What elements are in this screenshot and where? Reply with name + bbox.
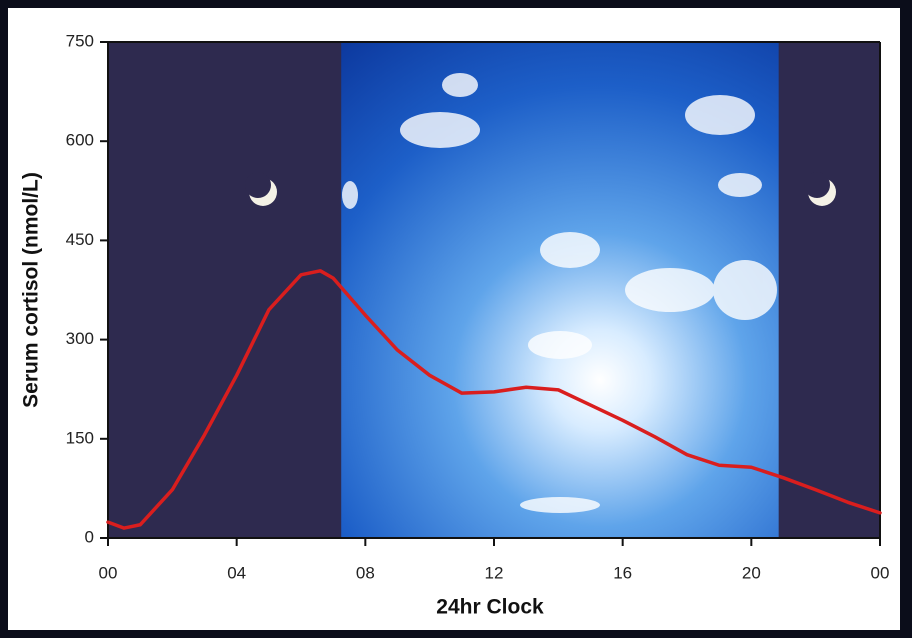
x-tick-label: 00 — [99, 563, 118, 582]
x-tick-label: 12 — [485, 563, 504, 582]
night-shade — [778, 42, 880, 538]
y-tick-label: 750 — [66, 31, 94, 50]
x-tick-label: 08 — [356, 563, 375, 582]
night-shade — [108, 42, 342, 538]
x-tick-label: 00 — [871, 563, 890, 582]
y-tick-label: 0 — [85, 527, 94, 546]
clouds — [342, 73, 777, 513]
y-tick-label: 600 — [66, 131, 94, 150]
x-tick-label: 16 — [613, 563, 632, 582]
moon-icon — [245, 172, 836, 206]
y-tick-label: 450 — [66, 230, 94, 249]
y-tick-label: 300 — [66, 329, 94, 348]
x-tick-label: 04 — [227, 563, 246, 582]
y-tick-label: 150 — [66, 428, 94, 447]
cortisol-line — [106, 269, 882, 530]
x-tick-label: 20 — [742, 563, 761, 582]
y-axis-title: Serum cortisol (nmol/L) — [20, 172, 43, 408]
x-axis-title: 24hr Clock — [436, 596, 544, 619]
